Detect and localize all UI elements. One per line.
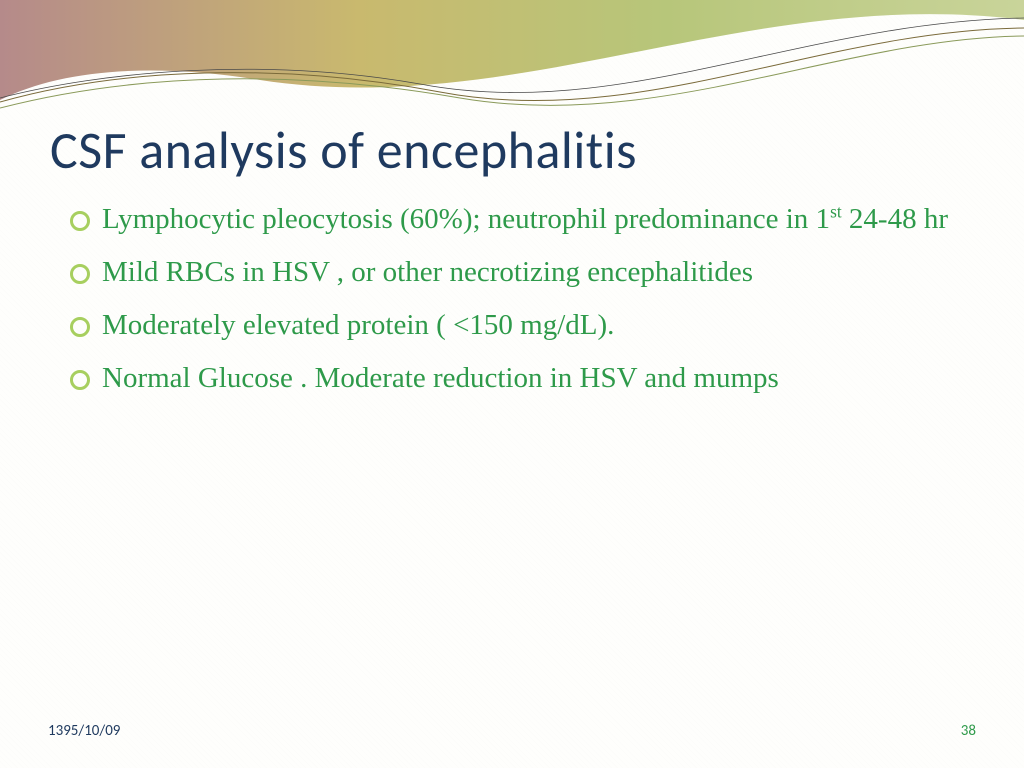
footer-page-number: 38 xyxy=(961,722,976,740)
slide: CSF analysis of encephalitis Lymphocytic… xyxy=(0,0,1024,768)
bullet-item: Moderately elevated protein ( <150 mg/dL… xyxy=(60,306,964,345)
bullet-item: Lymphocytic pleocytosis (60%); neutrophi… xyxy=(60,200,964,239)
slide-title: CSF analysis of encephalitis xyxy=(50,118,637,182)
footer-date: 1395/10/09 xyxy=(48,722,120,740)
bullet-item: Normal Glucose . Moderate reduction in H… xyxy=(60,359,964,398)
bullet-list: Lymphocytic pleocytosis (60%); neutrophi… xyxy=(60,200,964,399)
slide-content: Lymphocytic pleocytosis (60%); neutrophi… xyxy=(60,200,964,413)
bullet-item: Mild RBCs in HSV , or other necrotizing … xyxy=(60,253,964,292)
